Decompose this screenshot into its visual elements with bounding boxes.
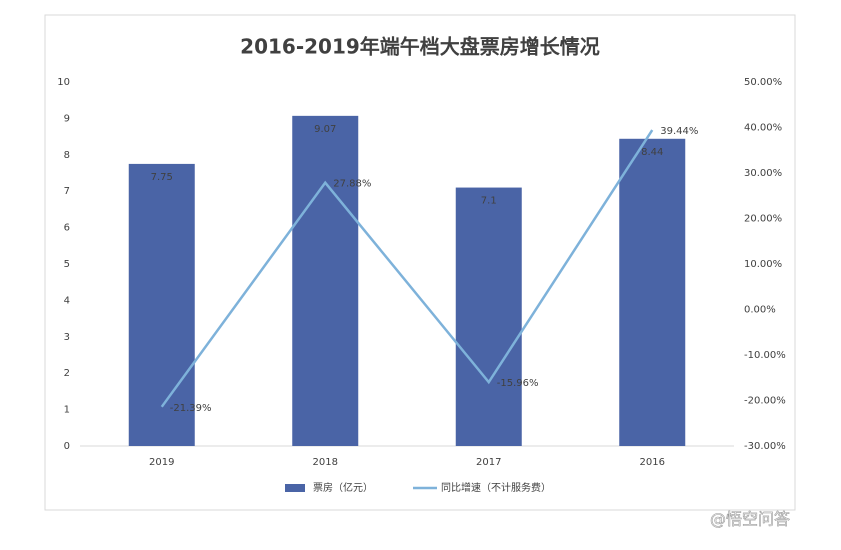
bar-value-label: 9.07 [314,124,336,135]
line-value-label: 27.88% [333,179,371,190]
x-tick-label: 2019 [149,457,174,468]
bar-value-label: 8.44 [641,147,663,158]
y-tick-label: 3 [64,332,70,343]
y2-tick-label: 0.00% [744,305,776,316]
bar [455,187,522,446]
watermark: @悟空问答 [710,510,790,529]
bar-value-label: 7.1 [481,196,497,207]
y-tick-label: 4 [64,295,70,306]
y-tick-label: 1 [64,405,70,416]
chart-title: 2016-2019年端午档大盘票房增长情况 [240,35,600,59]
legend-label: 票房（亿元） [313,481,373,494]
y-tick-label: 10 [57,77,70,88]
legend-label: 同比增速（不计服务费） [441,481,551,494]
y2-tick-label: 30.00% [744,168,782,179]
y2-tick-label: 10.00% [744,259,782,270]
y-tick-label: 9 [64,113,70,124]
y-tick-label: 6 [64,223,70,234]
y-tick-label: 7 [64,186,70,197]
y2-tick-label: -10.00% [744,350,786,361]
line [160,129,654,408]
y-tick-label: 8 [64,150,70,161]
y2-tick-label: -30.00% [744,441,786,452]
legend-swatch [285,484,305,492]
line-value-label: -15.96% [497,378,539,389]
bar-value-label: 7.75 [151,172,173,183]
x-tick-label: 2017 [476,457,501,468]
bar [292,115,359,447]
y-tick-label: 5 [64,259,70,270]
y2-tick-label: 40.00% [744,123,782,134]
y-tick-label: 2 [64,368,70,379]
bar [128,163,195,446]
line-value-label: 39.44% [660,126,698,137]
y2-tick-label: 20.00% [744,214,782,225]
x-tick-label: 2016 [640,457,665,468]
line-value-label: -21.39% [170,403,212,414]
y-tick-label: 0 [64,441,70,452]
y2-tick-label: -20.00% [744,396,786,407]
bar [619,138,686,446]
x-tick-label: 2018 [313,457,338,468]
y2-tick-label: 50.00% [744,77,782,88]
